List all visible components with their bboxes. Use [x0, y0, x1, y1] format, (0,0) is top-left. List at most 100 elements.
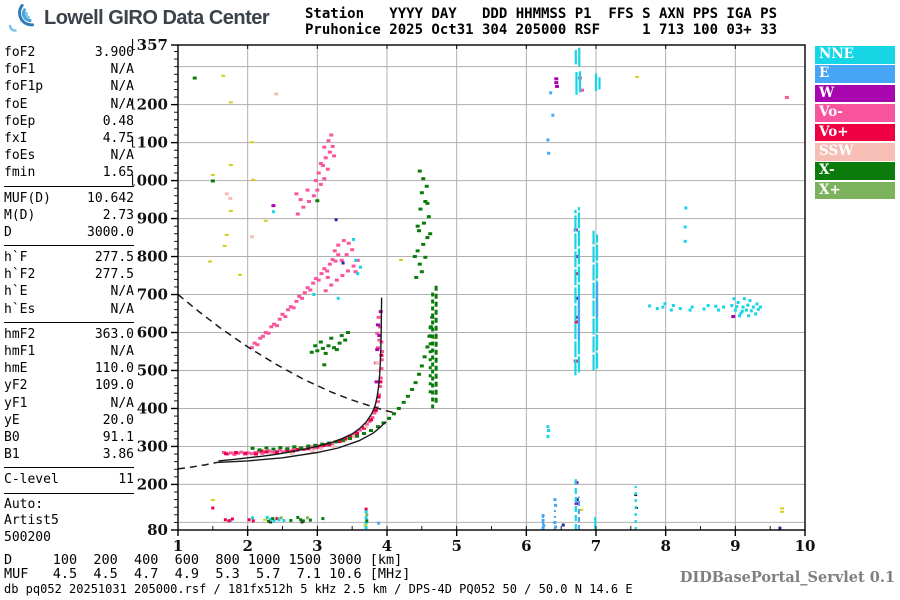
param-value: 2.73 — [102, 207, 134, 223]
param-label: D — [4, 224, 12, 240]
param-row: fxI 4.75 — [4, 130, 134, 147]
param-label: foEp — [4, 113, 36, 129]
param-row: yF2 109.0 — [4, 377, 134, 394]
distance-row: D 100 200 400 600 800 1000 1500 3000 [km… — [4, 552, 403, 568]
legend-item-X+: X+ — [815, 181, 895, 200]
svg-text:1100: 1100 — [132, 134, 168, 152]
param-row: B1 3.86 — [4, 446, 134, 463]
param-value: 3000.0 — [87, 224, 134, 240]
param-value: 4.75 — [102, 130, 134, 146]
station-header: Station YYYY DAY DDD HHMMSS P1 FFS S AXN… — [305, 6, 777, 38]
svg-text:1: 1 — [173, 537, 183, 555]
svg-text:2: 2 — [242, 537, 252, 555]
svg-text:200: 200 — [137, 475, 168, 493]
param-divider — [4, 492, 134, 494]
param-row: fmin 1.65 — [4, 164, 134, 181]
svg-text:6: 6 — [521, 537, 531, 555]
param-label: h`F2 — [4, 267, 36, 283]
svg-text:300: 300 — [137, 437, 168, 455]
param-label: foE — [4, 96, 28, 112]
param-label: h`F — [4, 250, 28, 266]
ionogram-plot: 1357120011001000900800700600500400300200… — [132, 36, 816, 555]
param-value: 277.5 — [94, 267, 134, 283]
svg-text:10: 10 — [795, 537, 816, 555]
svg-text:500: 500 — [137, 361, 168, 379]
param-row: foEs N/A — [4, 147, 134, 164]
param-value: 363.0 — [94, 326, 134, 342]
svg-text:900: 900 — [137, 210, 168, 228]
svg-text:9: 9 — [730, 537, 740, 555]
svg-text:1357: 1357 — [132, 36, 168, 54]
svg-text:600: 600 — [137, 324, 168, 342]
auto-block-line: Artist5 — [4, 513, 59, 528]
param-label: MUF(D) — [4, 190, 51, 206]
param-value: 11 — [118, 472, 134, 488]
param-value: N/A — [110, 96, 134, 112]
param-value: N/A — [110, 301, 134, 317]
param-row: hmF2 363.0 — [4, 326, 134, 343]
legend-item-E: E — [815, 65, 895, 83]
station-header-line1: Station YYYY DAY DDD HHMMSS P1 FFS S AXN… — [305, 6, 778, 22]
status-line: db pq052 20251031 205000.rsf / 181fx512h… — [4, 582, 633, 596]
param-label: yE — [4, 412, 20, 428]
param-row: h`F2 277.5 — [4, 266, 134, 283]
param-value: N/A — [110, 62, 134, 78]
param-label: B1 — [4, 447, 20, 463]
param-value: 0.48 — [102, 113, 134, 129]
param-row: M(D) 2.73 — [4, 207, 134, 224]
svg-text:7: 7 — [591, 537, 601, 555]
param-row: foE N/A — [4, 96, 134, 113]
param-divider — [4, 245, 134, 247]
param-value: N/A — [110, 344, 134, 359]
param-label: hmE — [4, 361, 28, 377]
param-value: 109.0 — [94, 378, 134, 394]
svg-text:80: 80 — [147, 521, 168, 539]
param-value: N/A — [110, 79, 134, 95]
param-divider — [4, 185, 134, 187]
legend-item-Vo-: Vo- — [815, 104, 895, 122]
param-label: M(D) — [4, 207, 36, 223]
svg-text:1000: 1000 — [132, 172, 168, 190]
logo-text: Lowell GIRO Data Center — [44, 6, 270, 29]
param-row: yF1 N/A — [4, 395, 134, 412]
param-value: 277.5 — [94, 250, 134, 266]
param-label: hmF2 — [4, 326, 36, 342]
param-row: foF1 N/A — [4, 61, 134, 78]
param-value: 91.1 — [102, 429, 134, 445]
svg-text:8: 8 — [660, 537, 670, 555]
param-row: MUF(D) 10.642 — [4, 190, 134, 207]
param-label: hmF1 — [4, 344, 36, 359]
param-label: yF1 — [4, 395, 28, 411]
svg-text:1200: 1200 — [132, 96, 168, 114]
param-row: foF1p N/A — [4, 78, 134, 95]
param-value: 20.0 — [102, 412, 134, 428]
param-label: fxI — [4, 130, 28, 146]
svg-text:400: 400 — [137, 399, 168, 417]
param-value: N/A — [110, 148, 134, 164]
auto-block: Auto: Artist5 500200 — [4, 497, 134, 547]
param-value: 110.0 — [94, 361, 134, 377]
logo: Lowell GIRO Data Center — [8, 4, 270, 32]
station-header-line2: Pruhonice 2025 Oct31 304 205000 RSF 1 71… — [305, 22, 778, 38]
param-value: 3.900 — [94, 45, 134, 60]
param-value: 1.65 — [102, 165, 134, 181]
svg-text:3: 3 — [312, 537, 322, 555]
giro-wave-icon — [8, 4, 34, 32]
param-row: foF2 3.900 — [4, 44, 134, 61]
param-label: foF1 — [4, 62, 36, 78]
param-value: 3.86 — [102, 447, 134, 463]
param-row: B0 91.1 — [4, 429, 134, 446]
auto-block-line: Auto: — [4, 496, 44, 512]
param-row: yE 20.0 — [4, 412, 134, 429]
param-divider — [4, 467, 134, 469]
param-label: foEs — [4, 148, 36, 164]
param-row: hmF1 N/A — [4, 343, 134, 360]
param-value: 10.642 — [87, 190, 134, 206]
muf-row: MUF 4.5 4.5 4.7 4.9 5.3 5.7 7.1 10.6 [MH… — [4, 566, 411, 582]
param-row: h`F 277.5 — [4, 249, 134, 266]
param-label: h`E — [4, 284, 28, 300]
param-label: C-level — [4, 472, 59, 488]
svg-text:4: 4 — [382, 537, 392, 555]
legend-item-NNE: NNE — [815, 46, 895, 64]
